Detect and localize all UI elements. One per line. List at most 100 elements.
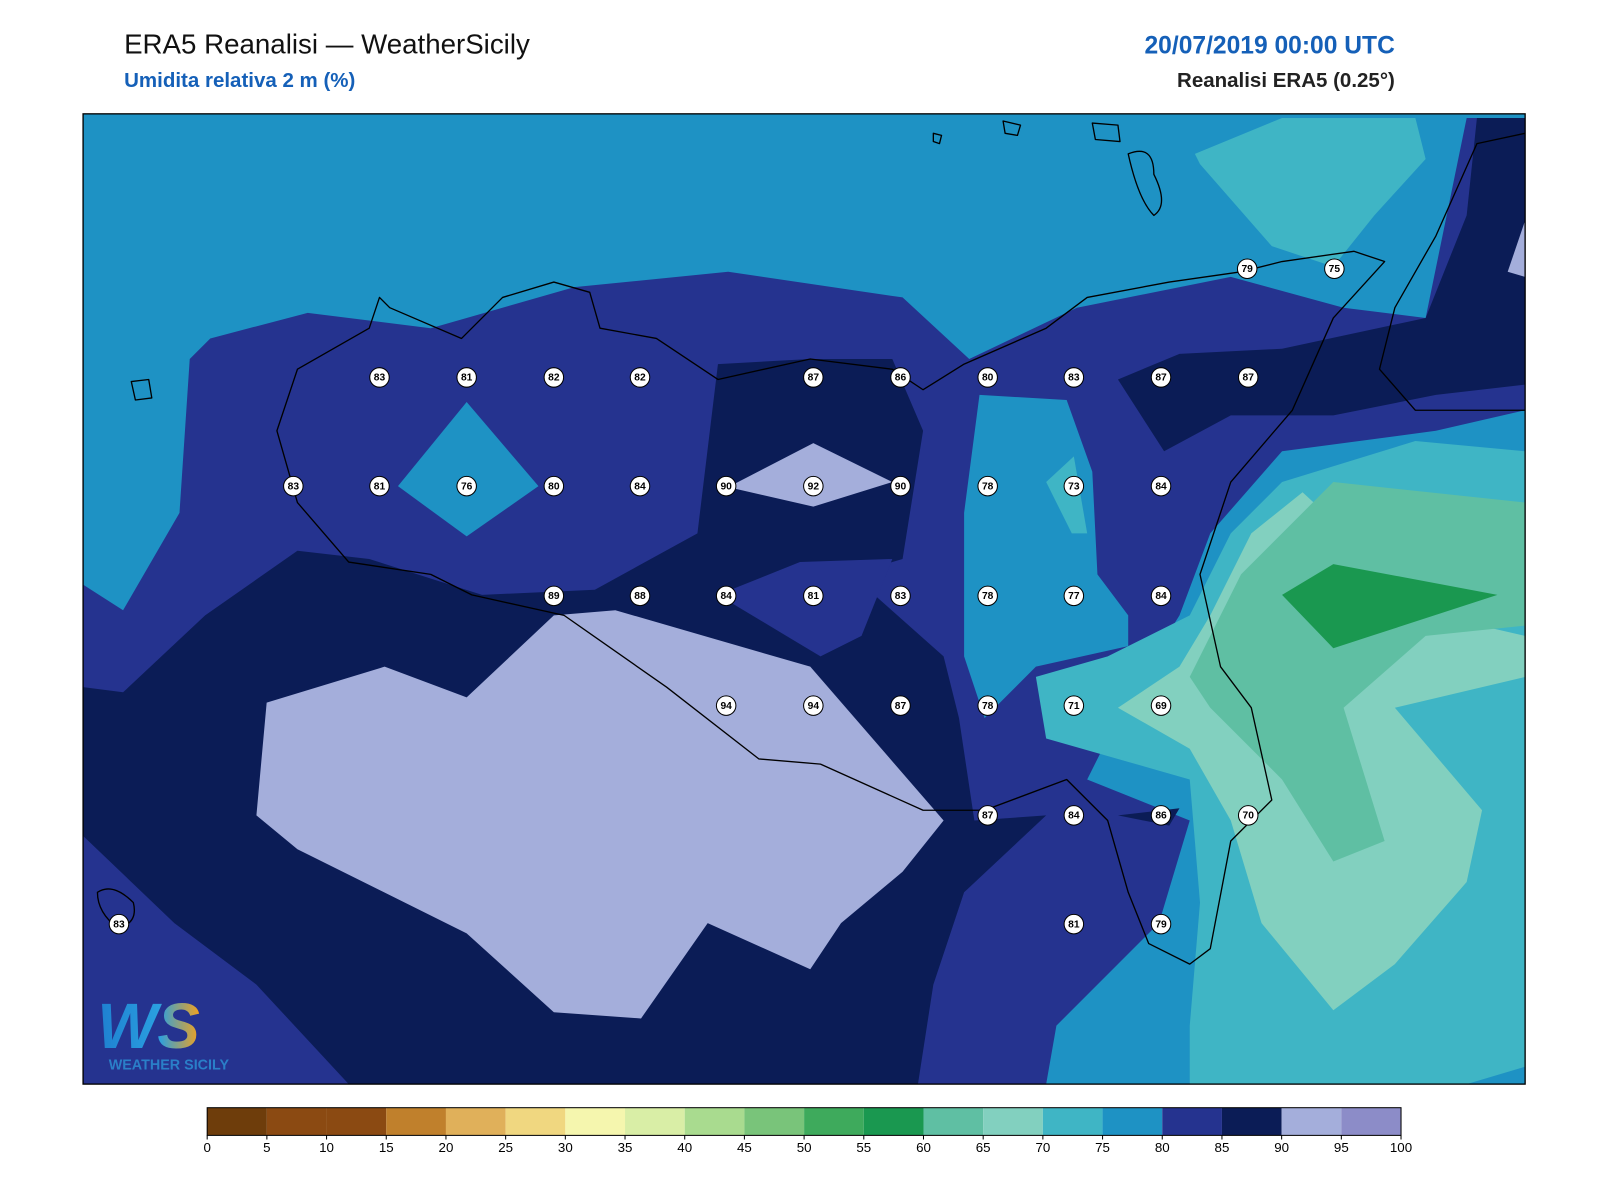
- station: 90: [890, 475, 911, 497]
- station-marker: [543, 475, 565, 497]
- station-marker: [890, 695, 911, 716]
- station: 73: [1063, 475, 1085, 497]
- band-70-75: [1046, 456, 1088, 534]
- station: 78: [977, 695, 998, 716]
- band-75-80: [397, 402, 539, 537]
- colorbar-tick-label: 0: [203, 1140, 210, 1155]
- colorbar-swatch: [1162, 1107, 1222, 1136]
- colorbar-swatch: [326, 1107, 387, 1136]
- station-marker: [977, 585, 998, 607]
- station-value: 78: [982, 591, 994, 602]
- station-value: 83: [374, 373, 386, 384]
- station: 81: [369, 475, 390, 497]
- station-value: 86: [1155, 811, 1167, 822]
- colorbar-tick-label: 75: [1095, 1140, 1110, 1155]
- station: 81: [803, 585, 824, 607]
- colorbar-tick-label: 80: [1155, 1140, 1170, 1155]
- station-marker: [543, 367, 565, 388]
- station-marker: [1063, 475, 1085, 497]
- station-marker: [456, 475, 477, 497]
- colorbar-tick-label: 85: [1215, 1140, 1230, 1155]
- band-90-95: [728, 443, 893, 507]
- station: 69: [1150, 695, 1172, 716]
- station-marker: [715, 475, 737, 497]
- colorbar-tick-label: 45: [737, 1140, 752, 1155]
- station-marker: [1063, 805, 1085, 826]
- colorbar-swatch: [1042, 1107, 1103, 1136]
- station-value: 84: [634, 481, 646, 492]
- station-value: 78: [982, 481, 994, 492]
- station-value: 89: [548, 591, 560, 602]
- station: 87: [1237, 367, 1259, 388]
- station: 83: [369, 367, 390, 388]
- coastline: [276, 250, 1386, 965]
- station-marker: [1236, 258, 1258, 279]
- station-marker: [543, 585, 565, 607]
- colorbar-swatch: [207, 1107, 267, 1136]
- source: Reanalisi ERA5 (0.25°): [1177, 69, 1395, 92]
- station: 89: [543, 585, 565, 607]
- station-marker: [1063, 585, 1085, 607]
- station: 83: [890, 585, 911, 607]
- station-marker: [108, 913, 130, 935]
- coastline: [96, 120, 1163, 929]
- station-value: 87: [895, 701, 907, 712]
- stations: 83 81 82 82 87 86 80 83 87 87 83 81 76 80 84 90 92 90 78 73…: [108, 258, 1345, 935]
- station: 83: [283, 475, 304, 497]
- station: 78: [977, 585, 998, 607]
- colorbar-tick-label: 65: [976, 1140, 991, 1155]
- colorbar-swatch: [744, 1107, 805, 1136]
- station-marker: [1063, 913, 1085, 935]
- station-value: 82: [548, 373, 560, 384]
- station: 79: [1150, 913, 1172, 935]
- station: 81: [1063, 913, 1085, 935]
- station: 90: [715, 475, 737, 497]
- station-marker: [977, 695, 998, 716]
- station: 80: [543, 475, 565, 497]
- station-marker: [977, 367, 998, 388]
- station-value: 80: [548, 481, 560, 492]
- station-marker: [803, 367, 824, 388]
- station: 84: [715, 585, 737, 607]
- station-value: 82: [634, 373, 646, 384]
- station: 87: [803, 367, 824, 388]
- station-marker: [890, 585, 911, 607]
- colorbar-swatch: [684, 1107, 745, 1136]
- station: 84: [1063, 805, 1085, 826]
- station: 94: [803, 695, 824, 716]
- colorbar-tick-label: 10: [319, 1140, 334, 1155]
- station-value: 87: [1155, 373, 1167, 384]
- station-value: 94: [808, 701, 820, 712]
- colorbar-swatch: [1341, 1107, 1402, 1136]
- station-value: 81: [1068, 919, 1080, 930]
- colorbar-swatch: [266, 1107, 327, 1136]
- band-90-95: [1507, 220, 1526, 277]
- station: 84: [629, 475, 651, 497]
- station: 71: [1063, 695, 1085, 716]
- station-marker: [629, 585, 651, 607]
- station: 78: [977, 475, 998, 497]
- coastline: [1378, 132, 1526, 411]
- station-value: 80: [982, 373, 994, 384]
- station: 83: [1063, 367, 1085, 388]
- station: 86: [1150, 805, 1172, 826]
- station-value: 84: [1155, 591, 1167, 602]
- band-60-65: [1189, 482, 1526, 862]
- station: 80: [977, 367, 998, 388]
- colorbar-tick-label: 60: [916, 1140, 931, 1155]
- station-value: 75: [1329, 264, 1341, 275]
- station-marker: [890, 475, 911, 497]
- logo-text: WEATHER SICILY: [109, 1058, 230, 1074]
- station-value: 87: [1243, 373, 1255, 384]
- station: 79: [1236, 258, 1258, 279]
- station: 75: [1324, 258, 1345, 279]
- station-marker: [977, 475, 998, 497]
- band-85-90: [1117, 117, 1526, 452]
- station: 86: [890, 367, 911, 388]
- station-value: 79: [1241, 264, 1253, 275]
- station-value: 92: [808, 481, 820, 492]
- station-value: 77: [1068, 591, 1080, 602]
- band-70-75: [1194, 117, 1426, 267]
- station: 87: [1150, 367, 1172, 388]
- station-value: 90: [720, 481, 732, 492]
